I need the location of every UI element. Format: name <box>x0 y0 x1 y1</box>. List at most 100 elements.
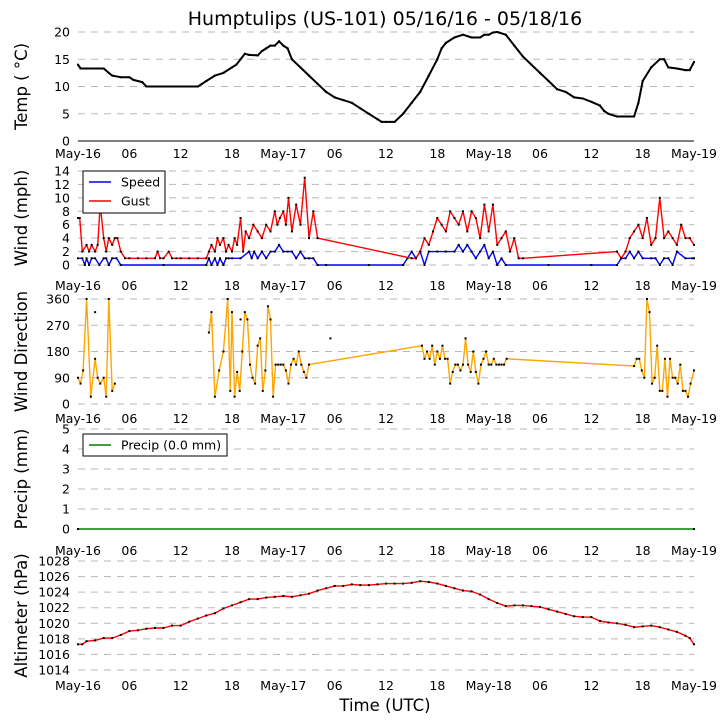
data-point <box>265 47 268 50</box>
data-point <box>179 624 182 627</box>
data-point <box>453 217 456 219</box>
data-point <box>603 110 606 113</box>
data-point <box>286 250 289 253</box>
data-point <box>651 382 654 385</box>
data-point <box>162 85 165 88</box>
data-point <box>303 257 306 260</box>
x-tick-label: 18 <box>224 543 240 558</box>
data-point <box>105 257 108 260</box>
data-point <box>436 217 439 219</box>
data-point <box>658 264 661 266</box>
data-point <box>287 196 290 199</box>
y-tick-label: 5 <box>62 422 70 437</box>
data-point <box>684 237 687 240</box>
x-tick-label: May-18 <box>466 278 512 293</box>
data-point <box>556 610 559 613</box>
data-point <box>485 350 488 353</box>
data-point <box>248 53 251 56</box>
y-tick-label: 1014 <box>38 663 70 678</box>
data-point <box>207 257 210 260</box>
data-point <box>350 101 353 104</box>
data-point <box>227 257 230 260</box>
data-point <box>433 363 436 366</box>
x-tick-label: 18 <box>635 543 651 558</box>
x-tick-label: May-18 <box>466 678 512 693</box>
data-point <box>492 357 495 360</box>
data-point <box>633 626 636 629</box>
data-point <box>102 237 105 240</box>
y-tick-label: 1020 <box>38 616 70 631</box>
legend-label: Precip (0.0 mm) <box>121 438 221 453</box>
data-point <box>278 40 281 43</box>
data-point <box>238 389 241 392</box>
data-point <box>79 382 82 385</box>
data-point <box>453 36 456 39</box>
data-point <box>402 112 405 115</box>
data-point <box>547 608 550 611</box>
data-point <box>102 637 105 640</box>
data-point <box>175 257 178 260</box>
data-point <box>265 596 268 599</box>
data-point <box>99 382 102 385</box>
data-point <box>658 626 661 629</box>
data-point <box>159 257 162 260</box>
data-point <box>265 257 268 260</box>
data-point <box>94 257 97 260</box>
data-point <box>269 318 272 321</box>
data-point <box>598 619 601 622</box>
data-point <box>256 257 259 260</box>
data-point <box>633 115 636 118</box>
data-point <box>645 217 648 219</box>
data-point <box>402 582 405 585</box>
data-point <box>624 115 627 118</box>
x-tick-label: 06 <box>532 146 548 161</box>
data-point <box>231 250 233 253</box>
data-point <box>491 203 494 206</box>
data-point <box>637 250 640 253</box>
data-point <box>691 257 694 260</box>
data-point <box>684 634 687 637</box>
data-point <box>637 223 640 226</box>
data-point <box>213 395 216 398</box>
data-point <box>205 614 208 617</box>
data-point <box>222 237 225 240</box>
data-point <box>590 616 593 619</box>
data-point <box>676 382 679 385</box>
x-tick-label: 18 <box>429 146 445 161</box>
data-point <box>299 250 302 253</box>
data-point <box>680 223 683 226</box>
data-point <box>188 257 191 260</box>
legend-box <box>82 170 166 214</box>
data-point <box>479 363 482 366</box>
x-tick-label: May-19 <box>671 543 717 558</box>
data-point <box>305 376 308 379</box>
data-point <box>650 257 653 260</box>
y-tick-label: 0 <box>62 258 70 273</box>
data-point <box>274 363 277 366</box>
data-point <box>466 243 469 246</box>
data-point <box>154 257 156 260</box>
data-point <box>226 298 229 300</box>
data-point <box>687 395 690 398</box>
data-point <box>79 67 82 70</box>
data-point <box>675 67 678 70</box>
data-point <box>509 250 512 253</box>
data-point <box>643 376 646 379</box>
data-point <box>474 370 477 373</box>
y-tick-label: 0 <box>62 134 70 149</box>
data-point <box>107 237 110 240</box>
data-point <box>645 298 648 300</box>
data-point <box>496 31 499 33</box>
data-point <box>472 350 475 353</box>
data-point <box>236 243 239 246</box>
data-point <box>250 257 253 260</box>
data-point <box>308 74 310 77</box>
data-point <box>210 264 213 266</box>
data-point <box>85 67 88 70</box>
data-point <box>504 605 507 608</box>
data-point <box>414 257 417 260</box>
data-point <box>225 257 228 260</box>
x-tick-label: 18 <box>429 543 445 558</box>
data-point <box>269 44 272 47</box>
data-point <box>419 580 422 583</box>
